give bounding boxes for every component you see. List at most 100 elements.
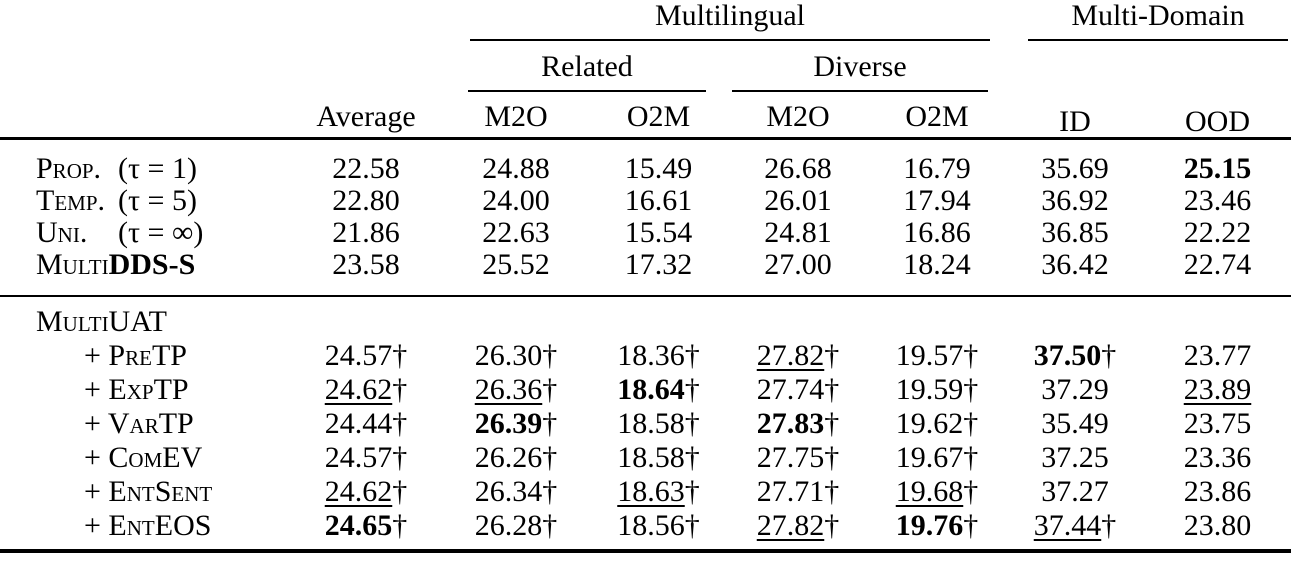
cell-value: 37.29 [1041, 373, 1109, 406]
dagger-marker: † [392, 339, 408, 372]
cell-value: 23.46 [1183, 184, 1252, 217]
table-row: + ComEV 24.57† 26.26† 18.58† 27.75† 19.67† 37.… [0, 441, 1291, 475]
header-spacer [0, 0, 443, 41]
row-label-math: (τ = 5) [118, 184, 197, 217]
dagger-marker: † [684, 475, 700, 508]
cell-value: 18.64 [617, 373, 685, 406]
cell-value: 22.58 [332, 152, 400, 185]
table-row: Uni. (τ = ∞) 21.86 22.63 15.54 24.81 16.86 36.8… [0, 217, 1291, 249]
table-row: Temp. (τ = 5) 22.80 24.00 16.61 26.01 17.94 36.… [0, 185, 1291, 217]
table-cell: 18.58† [589, 407, 728, 441]
cell-value: 25.15 [1183, 152, 1252, 185]
row-label: + PreTP [0, 339, 289, 373]
cell-value: 36.92 [1041, 184, 1109, 217]
row-label: + EntSent [0, 475, 289, 509]
dagger-marker: † [963, 475, 979, 508]
cell-value: 36.42 [1041, 248, 1109, 281]
cell-value: 24.00 [482, 184, 550, 217]
cell-value: 19.68 [895, 475, 964, 508]
row-label-text: + ComEV [84, 441, 203, 474]
cell-value: 24.57 [324, 441, 393, 474]
cell-value: 27.83 [756, 407, 825, 440]
table-cell: 24.44† [289, 407, 443, 441]
row-label-text: Multi [36, 248, 109, 281]
table-cell: 26.39† [443, 407, 589, 441]
dagger-marker: † [824, 339, 840, 372]
table-cell: 27.83† [728, 407, 868, 441]
cell-value: 35.49 [1041, 407, 1109, 440]
cell-value: 26.26 [474, 441, 543, 474]
header-subgroup-row: Related Diverse ID OOD [0, 41, 1291, 137]
column-group-diverse: Diverse [728, 41, 1006, 92]
row-label: MultiDDS-S [0, 249, 289, 296]
dagger-marker: † [542, 339, 558, 372]
cell-value: 23.58 [332, 248, 400, 281]
table-cell: 18.58† [589, 441, 728, 475]
cell-value: 22.80 [332, 184, 400, 217]
table-cell [289, 296, 443, 339]
table-cell: 17.94 [868, 185, 1006, 217]
table-cell: 25.15 [1144, 139, 1291, 186]
table-cell: 27.75† [728, 441, 868, 475]
table-cell: 26.01 [728, 185, 868, 217]
cell-value: 35.69 [1041, 152, 1109, 185]
dagger-marker: † [963, 407, 979, 440]
cell-value: 15.49 [624, 152, 693, 185]
table-cell: 19.62† [868, 407, 1006, 441]
dagger-marker: † [392, 373, 408, 406]
cell-value: 27.74 [756, 373, 825, 406]
table-cell: 18.63† [589, 475, 728, 509]
dagger-marker: † [684, 509, 700, 542]
header-group-row: Multilingual Multi-Domain [0, 0, 1291, 41]
cell-value: 17.32 [624, 248, 693, 281]
row-label: MultiUAT [0, 296, 289, 339]
cell-value: 23.77 [1183, 339, 1252, 372]
multilingual-label: Multilingual [470, 0, 990, 41]
column-header-id: ID [1059, 105, 1091, 138]
dagger-marker: † [392, 509, 408, 542]
column-header-related-m2o: M2O [484, 100, 548, 133]
column-group-related: Related [443, 41, 728, 92]
table-cell: 24.62† [289, 475, 443, 509]
table-cell: 24.57† [289, 339, 443, 373]
table-row: + EntEOS 24.65† 26.28† 18.56† 27.82† 19.76† 37… [0, 509, 1291, 551]
table-header: Multilingual Multi-Domain Related Divers… [0, 0, 1291, 139]
table-cell [1144, 296, 1291, 339]
cell-value: 26.39 [474, 407, 543, 440]
cell-value: 23.86 [1183, 475, 1252, 508]
table-row: + EntSent 24.62† 26.34† 18.63† 27.71† 19.68† 3… [0, 475, 1291, 509]
cell-value: 18.63 [617, 475, 685, 508]
table-cell: 19.59† [868, 373, 1006, 407]
cell-value: 21.86 [332, 216, 400, 249]
table-cell [868, 296, 1006, 339]
column-header-ood: OOD [1185, 105, 1250, 138]
table-cell: 24.81 [728, 217, 868, 249]
table-row: MultiDDS-S 23.58 25.52 17.32 27.00 18.24 36.42… [0, 249, 1291, 296]
dagger-marker: † [684, 373, 700, 406]
cell-value: 18.58 [617, 407, 685, 440]
cell-value: 15.54 [624, 216, 693, 249]
baselines-section: Prop. (τ = 1) 22.58 24.88 15.49 26.68 16.79 35.… [0, 139, 1291, 296]
row-label-text: Uni. [36, 216, 88, 249]
cell-value: 26.28 [474, 509, 543, 542]
column-header-diverse-o2m: O2M [905, 100, 969, 133]
column-header-related-o2m: O2M [626, 100, 691, 133]
cell-value: 22.74 [1183, 248, 1252, 281]
table-cell: 19.57† [868, 339, 1006, 373]
cell-value: 26.36 [474, 373, 543, 406]
dagger-marker: † [963, 509, 979, 542]
cell-value: 19.59 [895, 373, 964, 406]
cell-value: 27.82 [756, 509, 825, 542]
cell-value: 19.76 [895, 509, 964, 542]
column-header-diverse-m2o: M2O [766, 100, 830, 133]
multiuat-section: MultiUAT + PreTP 24.57† 26.30† 18.36† 27.82† 1… [0, 296, 1291, 551]
table-row: + VarTP 24.44† 26.39† 18.58† 27.83† 19.62† 35.… [0, 407, 1291, 441]
table-cell: 23.46 [1144, 185, 1291, 217]
row-label-text: Temp. [36, 184, 106, 217]
row-label: + ComEV [0, 441, 289, 475]
row-label-suffix: DDS-S [108, 248, 196, 281]
dagger-marker: † [684, 441, 700, 474]
table-cell: 23.77 [1144, 339, 1291, 373]
table-cell: 16.86 [868, 217, 1006, 249]
table-cell [443, 296, 589, 339]
